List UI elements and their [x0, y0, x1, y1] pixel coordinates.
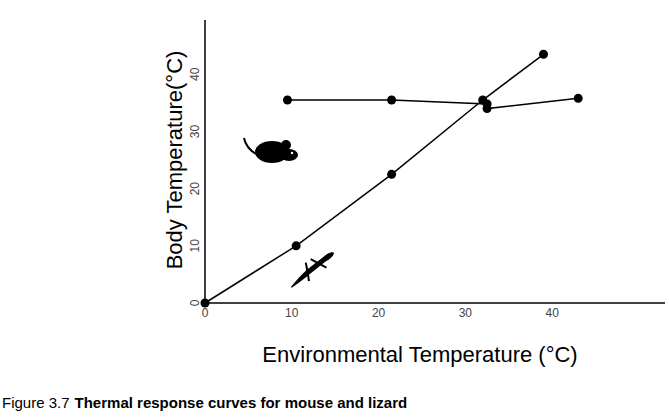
x-tick-label: 40: [545, 306, 559, 320]
lizard-legs: [299, 255, 327, 282]
lizard-body: [288, 251, 336, 287]
y-tick-label: 0: [188, 299, 202, 306]
mouse-eye: [291, 152, 293, 154]
series-line: [287, 98, 578, 108]
x-tick-label: 0: [202, 306, 209, 320]
plot-area: [201, 50, 583, 308]
y-tick-label: 10: [188, 239, 202, 253]
point: [283, 96, 292, 105]
y-tick-label: 40: [188, 67, 202, 81]
point: [478, 96, 487, 105]
caption-title: Thermal response curves for mouse and li…: [75, 394, 408, 411]
y-axis: [204, 20, 206, 303]
x-tick-label: 10: [285, 306, 299, 320]
caption-label: Figure 3.7: [2, 394, 70, 411]
mouse-tail: [244, 138, 256, 154]
x-axis: [205, 302, 665, 304]
series-line: [205, 54, 543, 303]
y-tick-label: 20: [188, 182, 202, 196]
caption: Figure 3.7 Thermal response curves for mo…: [2, 394, 407, 411]
mouse-ear: [281, 140, 291, 150]
point: [387, 96, 396, 105]
x-tick-label: 30: [459, 306, 473, 320]
point: [574, 94, 583, 103]
point: [292, 241, 301, 250]
x-tick-label: 20: [372, 306, 386, 320]
y-axis-title: Body Temperature(°C): [162, 51, 187, 270]
y-tick-label: 30: [188, 124, 202, 138]
point: [387, 170, 396, 179]
point: [539, 50, 548, 59]
x-axis-title: Environmental Temperature (°C): [262, 342, 577, 367]
chart: 0 10 20 30 40 0 10 20 30 40 Environmental Temperat…: [0, 0, 669, 417]
point: [201, 299, 210, 308]
mouse-icon: [244, 138, 298, 163]
mouse-head: [280, 149, 298, 161]
point: [483, 104, 492, 113]
lizard-icon: [284, 247, 338, 292]
